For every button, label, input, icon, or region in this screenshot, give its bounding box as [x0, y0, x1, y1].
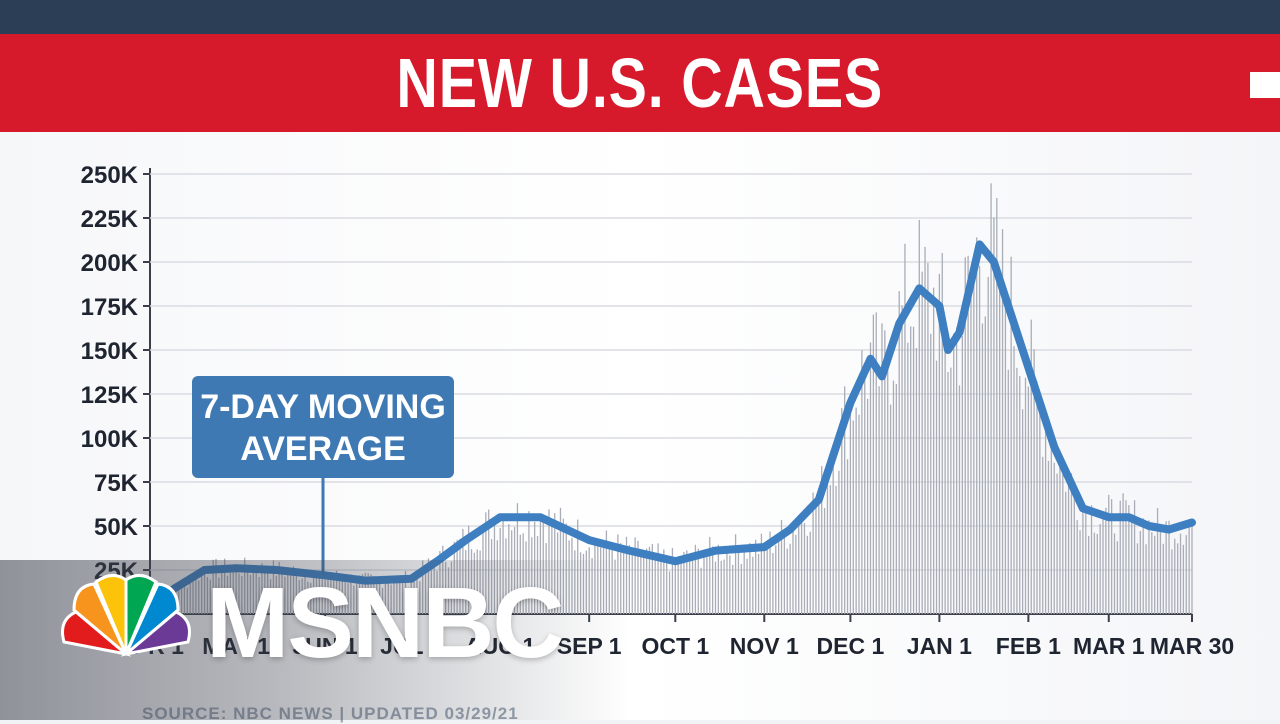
- moving-average-callout: 7-DAY MOVING AVERAGE: [192, 376, 454, 576]
- y-tick-label: 150K: [81, 338, 139, 365]
- chart-title: NEW U.S. CASES: [396, 44, 884, 122]
- x-tick-label: MAR 30: [1150, 633, 1234, 659]
- y-tick-label: 225K: [81, 206, 139, 233]
- x-tick-label: NOV 1: [730, 633, 799, 659]
- x-tick-label: JAN 1: [907, 633, 972, 659]
- y-tick-label: 250K: [81, 162, 139, 189]
- callout-line-2: AVERAGE: [240, 430, 406, 468]
- callout-line-1: 7-DAY MOVING: [200, 388, 446, 426]
- y-tick-label: 200K: [81, 250, 139, 277]
- top-strip: [0, 0, 1280, 34]
- title-bar: NEW U.S. CASES: [0, 34, 1280, 132]
- title-bar-tab: [1250, 72, 1280, 98]
- y-tick-label: 175K: [81, 294, 139, 321]
- network-name: MSNBC: [206, 567, 565, 679]
- y-tick-label: 125K: [81, 382, 139, 409]
- callout-box: [192, 376, 454, 478]
- nbc-peacock-icon: [61, 574, 191, 657]
- y-tick-label: 75K: [94, 470, 139, 497]
- x-tick-label: FEB 1: [996, 633, 1061, 659]
- x-tick-label: MAR 1: [1073, 633, 1145, 659]
- y-tick-label: 50K: [94, 514, 139, 541]
- y-tick-label: 100K: [81, 426, 139, 453]
- x-tick-label: DEC 1: [817, 633, 885, 659]
